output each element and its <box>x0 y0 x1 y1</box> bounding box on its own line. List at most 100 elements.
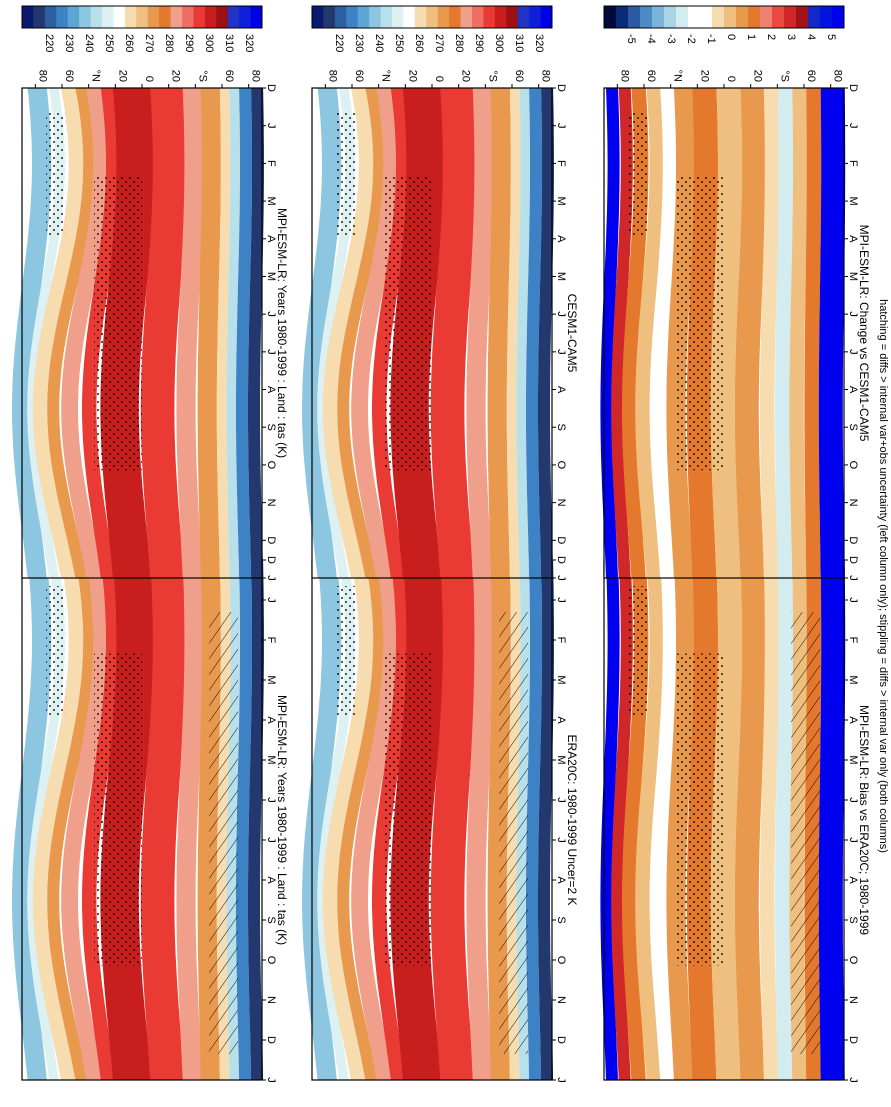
month-tick-label: M <box>847 196 859 205</box>
colorbar-tick-label: -4 <box>645 34 657 44</box>
colorbar-swatch <box>159 6 172 28</box>
colorbar-swatch <box>426 6 439 28</box>
colorbar-swatch <box>113 6 126 28</box>
month-tick-label: J <box>265 311 277 317</box>
month-tick-label: J <box>847 837 859 843</box>
lat-tick-label: 60 <box>805 70 817 82</box>
contour-band <box>47 88 96 578</box>
colorbar-swatch <box>460 6 473 28</box>
colorbar-tick-label: 270 <box>433 34 445 52</box>
colorbar-tick-label: 0 <box>725 34 737 40</box>
month-tick-label: J <box>265 837 277 843</box>
contour-band <box>466 560 494 1080</box>
lat-tick-label: °N <box>672 70 684 82</box>
colorbar-swatch <box>357 6 370 28</box>
lat-tick-label: 20 <box>406 70 418 82</box>
month-tick-label: D <box>265 1036 277 1044</box>
contour-band <box>650 560 678 1080</box>
colorbar-swatch <box>736 6 749 28</box>
colorbar-tick-label: 250 <box>393 34 405 52</box>
stipple-region <box>676 653 724 966</box>
lat-tick-label: 20 <box>170 70 182 82</box>
lat-tick-label: 0 <box>725 76 737 82</box>
colorbar-swatch <box>79 6 92 28</box>
month-tick-label: N <box>265 499 277 507</box>
colorbar-swatch <box>33 6 46 28</box>
colorbar-swatch <box>506 6 519 28</box>
chart-title: MPI-ESM-LR: Bias vs ERA20C; 1980-1999 <box>857 705 871 935</box>
contour-band <box>197 88 221 578</box>
colorbar-swatch <box>136 6 149 28</box>
colorbar-swatch <box>239 6 252 28</box>
contour-band <box>47 560 96 1080</box>
month-tick-label: M <box>265 196 277 205</box>
colorbar-tick-label: 240 <box>83 34 95 52</box>
lat-tick-label: °S <box>196 70 208 82</box>
colorbar-tick-label: 240 <box>373 34 385 52</box>
colorbar-swatch <box>437 6 450 28</box>
month-tick-label: A <box>555 235 567 243</box>
month-tick-label: S <box>265 916 277 923</box>
colorbar-swatch <box>712 6 725 28</box>
month-tick-label: F <box>555 637 567 644</box>
colorbar-swatch <box>170 6 183 28</box>
colorbar-swatch <box>820 6 833 28</box>
contour-band <box>775 88 793 578</box>
month-tick-label: J <box>847 597 859 603</box>
colorbar-tick-label: -5 <box>625 34 637 44</box>
colorbar-swatch <box>102 6 114 28</box>
contour-band <box>611 560 633 1080</box>
month-tick-label: D <box>847 556 859 564</box>
month-tick-label: M <box>847 675 859 684</box>
month-tick-label: J <box>847 575 859 581</box>
colorbar-tick-label: 320 <box>533 34 545 52</box>
colorbar-swatch <box>616 6 629 28</box>
colorbar-tick-label: -2 <box>685 34 697 44</box>
month-tick-label: A <box>265 235 277 243</box>
colorbar-swatch <box>652 6 665 28</box>
month-tick-label: O <box>265 956 277 965</box>
lat-tick-label: 80 <box>540 70 552 82</box>
month-tick-label: N <box>555 499 567 507</box>
colorbar-swatch <box>414 6 427 28</box>
colorbar-swatch <box>403 6 416 28</box>
contour-band <box>600 560 620 1080</box>
month-tick-label: J <box>555 797 567 803</box>
colorbar-swatch <box>796 6 809 28</box>
colorbar-swatch <box>449 6 462 28</box>
colorbar-swatch <box>676 6 689 28</box>
month-tick-label: D <box>265 84 277 92</box>
colorbar-tick-label: 5 <box>825 34 837 40</box>
colorbar-swatch <box>760 6 773 28</box>
colorbar-tick-label: 300 <box>203 34 215 52</box>
lat-tick-label: 20 <box>698 70 710 82</box>
contour-band <box>538 560 554 1080</box>
figure-footnote: hatching = diffs > internal var+obs unce… <box>877 299 889 853</box>
lat-tick-label: 60 <box>513 70 525 82</box>
month-tick-label: D <box>847 1036 859 1044</box>
colorbar-swatch <box>147 6 160 28</box>
lat-tick-label: 80 <box>36 70 48 82</box>
contour-band <box>760 88 780 578</box>
stipple-region <box>46 586 66 716</box>
stipple-region <box>94 176 142 471</box>
contour-band <box>430 560 477 1080</box>
contour-band <box>611 88 633 578</box>
stipple-region <box>46 112 66 235</box>
colorbar-tick-label: 250 <box>103 34 115 52</box>
month-tick-label: D <box>265 556 277 564</box>
lat-tick-label: 80 <box>250 70 262 82</box>
month-tick-label: A <box>847 235 859 243</box>
lat-tick-label: 80 <box>618 70 630 82</box>
colorbar-swatch <box>227 6 240 28</box>
colorbar-swatch <box>369 6 382 28</box>
colorbar-swatch <box>700 6 713 28</box>
colorbar-swatch <box>392 6 404 28</box>
colorbar-tick-label: 320 <box>243 34 255 52</box>
colorbar-tick-label: 230 <box>353 34 365 52</box>
month-tick-label: J <box>555 837 567 843</box>
month-tick-label: M <box>555 755 567 764</box>
